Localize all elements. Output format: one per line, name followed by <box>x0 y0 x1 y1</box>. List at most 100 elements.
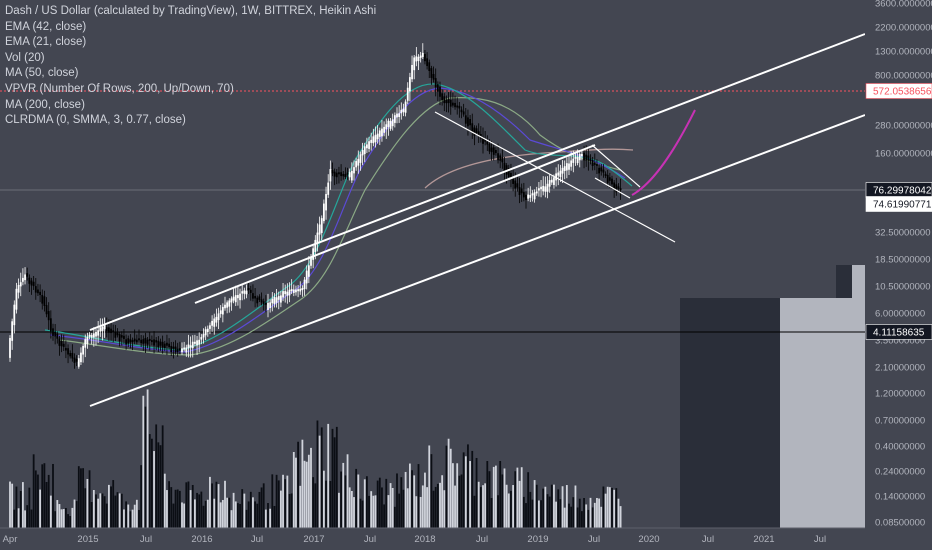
volume-bar <box>232 492 235 528</box>
indicator-ma-200[interactable]: MA (200, close) <box>5 98 85 111</box>
candle-body <box>292 289 295 293</box>
candle-body <box>529 194 532 198</box>
indicator-ema-21[interactable]: EMA (21, close) <box>5 36 87 49</box>
volume-bar <box>58 504 61 528</box>
volume-bar <box>103 496 106 528</box>
candle-body <box>92 333 95 338</box>
volume-bar <box>213 498 216 528</box>
candle-body <box>54 331 57 337</box>
volume-bar <box>67 514 69 528</box>
volume-bar <box>428 445 431 528</box>
candle-body <box>344 174 347 177</box>
volume-bar <box>441 475 444 528</box>
chart-title[interactable]: Dash / US Dollar (calculated by TradingV… <box>5 5 377 17</box>
volume-bar <box>185 482 188 528</box>
candle-body <box>90 335 93 338</box>
candle-body <box>514 180 517 189</box>
indicator-vpvr[interactable]: VPVR (Number Of Rows, 200, Up/Down, 70) <box>5 82 234 95</box>
candle-body <box>608 177 611 181</box>
candle-body <box>467 117 469 127</box>
candle-body <box>430 68 433 78</box>
volume-bar <box>327 423 330 528</box>
volume-bar <box>576 507 579 528</box>
volume-bar <box>381 487 383 528</box>
volume-bar <box>230 510 233 528</box>
volume-bar <box>398 493 401 528</box>
candle-body <box>307 265 310 277</box>
volume-bar <box>140 465 143 528</box>
candle-body <box>264 302 267 305</box>
volume-bar <box>69 516 72 528</box>
indicator-volume[interactable]: Vol (20) <box>5 51 45 64</box>
candle-body <box>443 96 446 104</box>
candle-body <box>333 171 336 177</box>
volume-bar <box>269 508 272 528</box>
price-tick-label: 32.50000000 <box>875 228 930 239</box>
volume-bar <box>475 457 478 528</box>
candle-body <box>331 169 334 174</box>
volume-bar <box>400 477 403 528</box>
candle-body <box>198 339 201 345</box>
price-tick-label: 3600.00000000 <box>875 0 932 10</box>
candle-body <box>52 328 54 336</box>
candle-body <box>95 331 97 337</box>
volume-bar <box>484 483 487 528</box>
time-tick-label: 2015 <box>77 534 98 545</box>
volume-bar <box>557 489 560 528</box>
volume-bar <box>198 494 201 528</box>
candle-body <box>441 93 444 101</box>
candle-body <box>409 77 411 92</box>
candle-body <box>125 339 127 345</box>
price-tick-label: 18.50000000 <box>875 255 930 266</box>
candle-body <box>424 53 426 62</box>
channel-upper-line <box>194 144 596 304</box>
time-axis: Apr 2015 Jul 2016 Jul 2017 Jul 2018 Jul 2019 Jul 20… <box>0 527 865 550</box>
candle-body <box>361 150 364 156</box>
candle-body <box>245 290 248 295</box>
candle-body <box>239 293 241 301</box>
volume-bar <box>305 461 308 528</box>
candle-body <box>221 306 224 315</box>
candle-body <box>458 105 461 109</box>
candle-body <box>583 152 585 161</box>
time-tick-label: 2020 <box>638 534 659 545</box>
ema-42-line <box>59 97 621 356</box>
candle-body <box>376 133 379 140</box>
volume-bar <box>77 466 80 528</box>
volume-bar <box>477 481 480 528</box>
indicator-clrdma[interactable]: CLRDMA (0, SMMA, 3, 0.77, close) <box>5 114 186 127</box>
candle-body <box>316 232 319 244</box>
candle-body <box>286 291 289 296</box>
candle-body <box>22 277 24 282</box>
candle-body <box>297 289 299 292</box>
volume-bar <box>142 395 145 528</box>
ema-21-line <box>49 87 626 353</box>
candle-body <box>593 162 596 165</box>
candle-body <box>110 328 112 334</box>
price-axis: 3600.00000000 2200.00000000 1300.00000000 8… <box>865 0 932 550</box>
volume-bar <box>258 491 261 528</box>
volume-bar <box>529 491 532 528</box>
volume-bar <box>385 478 388 528</box>
volume-bar <box>65 508 67 528</box>
candle-body <box>471 123 474 133</box>
volume-bar <box>56 500 59 528</box>
candle-body <box>288 289 291 296</box>
volume-bar <box>378 477 381 528</box>
indicator-ema-42[interactable]: EMA (42, close) <box>5 20 87 33</box>
candle-body <box>295 289 297 293</box>
candle-body <box>310 256 312 266</box>
candle-body <box>512 176 514 184</box>
volume-bar <box>249 491 252 528</box>
candle-body <box>43 296 46 306</box>
candle-body <box>206 328 209 333</box>
reference-lines <box>0 90 865 333</box>
volume-bar <box>228 497 231 528</box>
candle-body <box>97 330 100 336</box>
candle-body <box>75 359 78 362</box>
price-tick-label: 0.08500000 <box>875 518 925 529</box>
candle-body <box>258 296 261 300</box>
indicator-ma-50[interactable]: MA (50, close) <box>5 67 79 80</box>
candle-body <box>234 295 237 303</box>
